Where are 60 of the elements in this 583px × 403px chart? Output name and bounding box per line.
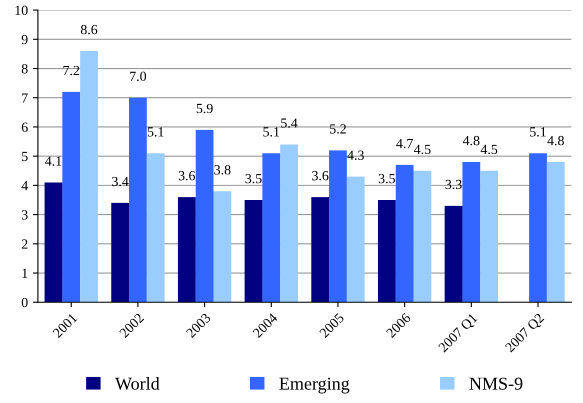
y-tick-label: 3 xyxy=(22,210,28,220)
data-label: 5.1 xyxy=(148,127,164,137)
legend-label: Emerging xyxy=(279,378,350,394)
bar xyxy=(146,153,165,302)
y-tick-label: 0 xyxy=(22,298,28,308)
bar xyxy=(529,153,547,302)
bar xyxy=(462,162,480,302)
data-label: 5.9 xyxy=(196,104,213,114)
bar xyxy=(80,50,98,302)
bar xyxy=(178,197,196,302)
y-tick-label: 5 xyxy=(22,152,28,162)
bar xyxy=(444,206,462,302)
data-label: 5.1 xyxy=(263,127,280,137)
data-label: 4.7 xyxy=(396,138,413,148)
y-tick-label: 7 xyxy=(22,93,28,103)
bar xyxy=(414,170,432,302)
data-label: 3.8 xyxy=(214,165,231,175)
bar xyxy=(62,92,80,302)
data-label: 4.1 xyxy=(45,156,62,166)
bar xyxy=(44,182,62,302)
bar xyxy=(396,164,414,302)
y-tick-label: 10 xyxy=(16,6,28,16)
data-label: 3.5 xyxy=(245,174,262,184)
bar xyxy=(480,170,498,302)
bar xyxy=(244,200,262,302)
data-label: 8.6 xyxy=(80,24,98,34)
bar xyxy=(311,197,330,302)
bar xyxy=(196,130,214,302)
bar xyxy=(378,200,396,302)
bar xyxy=(262,153,280,302)
data-label: 4.3 xyxy=(347,150,364,160)
bar xyxy=(329,150,347,302)
data-label: 3.4 xyxy=(112,176,129,186)
legend-label: NMS-9 xyxy=(469,378,522,390)
data-label: 7.0 xyxy=(130,72,146,82)
legend-label: World xyxy=(115,377,160,390)
data-label: 3.5 xyxy=(378,174,395,184)
bar xyxy=(546,162,565,302)
y-tick-label: 2 xyxy=(22,239,28,249)
bar xyxy=(280,144,298,302)
data-label: 5.4 xyxy=(281,118,298,128)
data-label: 3.6 xyxy=(312,171,328,180)
y-tick-label: 8 xyxy=(22,64,28,74)
data-label: 3.3 xyxy=(446,180,462,190)
bar xyxy=(213,191,232,302)
data-label: 7.2 xyxy=(63,66,80,76)
data-label: 4.8 xyxy=(547,136,564,146)
y-tick-label: 1 xyxy=(22,268,28,278)
y-tick-label: 9 xyxy=(22,34,28,44)
bar xyxy=(129,98,147,302)
data-label: 3.6 xyxy=(178,171,196,180)
data-label: 5.1 xyxy=(530,127,546,137)
data-label: 5.2 xyxy=(330,124,346,134)
data-label: 4.8 xyxy=(462,136,480,146)
data-label: 4.5 xyxy=(480,144,498,154)
bar xyxy=(111,202,130,302)
data-label: 4.5 xyxy=(414,144,431,154)
bar xyxy=(346,176,365,302)
y-tick-label: 6 xyxy=(22,122,28,132)
y-tick-label: 4 xyxy=(22,181,28,190)
